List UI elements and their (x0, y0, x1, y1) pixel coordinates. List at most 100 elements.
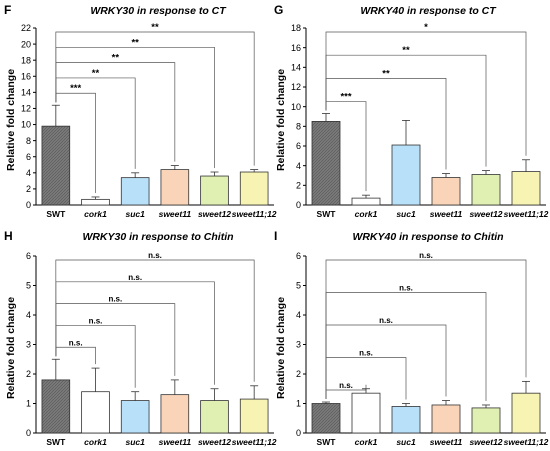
panel-H: H WRKY30 in response to Chitin Relative … (4, 229, 277, 447)
bar-sweet12 (471, 174, 501, 206)
y-tick-label: 0 (26, 428, 31, 438)
y-tick-label: 4 (26, 310, 31, 320)
bar-suc1 (120, 177, 150, 206)
category-label: suc1 (396, 209, 416, 219)
y-tick-label: 2 (296, 181, 301, 191)
error-bars (51, 358, 259, 401)
category-label: suc1 (125, 209, 145, 219)
bars (311, 392, 541, 434)
bar-sweet12 (200, 175, 229, 206)
bar-cork1 (351, 392, 381, 434)
significance-label: ** (382, 68, 390, 79)
y-tick-label: 12 (21, 104, 31, 114)
category-label: sweet11;12 (232, 437, 277, 447)
category-label: cork1 (84, 437, 107, 447)
category-label: sweet11 (430, 209, 463, 219)
significance-label: *** (340, 92, 351, 103)
category-label: sweet11 (430, 437, 463, 447)
y-axis-label: Relative fold change (275, 297, 287, 399)
panel-title: WRKY40 in response to CT (360, 5, 497, 17)
y-tick-label: 2 (26, 369, 31, 379)
y-tick-label: 6 (26, 152, 31, 162)
panel-title: WRKY40 in response to Chitin (352, 231, 503, 243)
y-tick-label: 18 (21, 55, 31, 65)
panel-I: I WRKY40 in response to Chitin Relative … (274, 229, 549, 447)
significance-label: n.s. (379, 316, 393, 325)
y-tick-label: 5 (296, 281, 301, 291)
bar-sweet11 (160, 169, 190, 206)
category-label: suc1 (396, 437, 416, 447)
category-label: sweet12 (469, 209, 502, 219)
y-tick-label: 20 (21, 39, 31, 49)
bar-suc1 (120, 400, 150, 434)
y-tick-label: 10 (291, 102, 301, 112)
category-label: sweet12 (198, 437, 231, 447)
bar-sweet11 (431, 404, 461, 434)
category-label: sweet11;12 (232, 209, 277, 219)
y-tick-label: 8 (26, 136, 31, 146)
y-tick-label: 14 (291, 63, 301, 73)
category-label: cork1 (355, 437, 378, 447)
y-tick-label: 8 (296, 122, 301, 132)
significance-label: n.s. (399, 284, 413, 293)
bar-sweet12 (200, 400, 229, 434)
significance-bracket (325, 259, 527, 400)
category-label: sweet12 (469, 437, 502, 447)
significance-brackets: n.s. n.s. n.s. n.s. n.s. (325, 251, 527, 401)
significance-bracket (325, 31, 527, 156)
category-labels: SWT cork1 suc1 sweet11 sweet12 sweet11;12 (317, 437, 549, 447)
category-label: SWT (317, 437, 337, 447)
bar-sweet11-12 (239, 171, 269, 206)
bar-sweet12 (471, 407, 501, 434)
y-tick-label: 4 (26, 168, 31, 178)
bar-swt (311, 121, 341, 206)
axes: 0 2 4 6 8 10 12 14 16 18 (291, 23, 546, 210)
category-labels: SWT cork1 suc1 sweet11 sweet12 sweet11;12 (46, 437, 276, 447)
axes: 0 1 2 3 4 5 6 (296, 251, 546, 438)
category-label: SWT (46, 437, 66, 447)
error-bars (322, 380, 530, 408)
y-tick-label: 16 (291, 43, 301, 53)
category-label: cork1 (84, 209, 107, 219)
y-axis-label: Relative fold change (5, 297, 17, 399)
category-labels: SWT cork1 suc1 sweet11 sweet12 sweet11;12 (46, 209, 276, 219)
y-tick-label: 22 (21, 23, 31, 33)
error-bars (51, 104, 259, 200)
category-label: sweet11 (159, 209, 192, 219)
bar-suc1 (391, 144, 421, 206)
significance-label: n.s. (89, 316, 103, 325)
panel-letter: F (4, 3, 11, 17)
y-tick-label: 2 (296, 369, 301, 379)
significance-label: n.s. (148, 251, 162, 260)
bar-sweet11 (160, 394, 190, 434)
axes: 0 2 4 6 8 10 12 14 16 18 20 22 (21, 23, 274, 210)
y-axis-label: Relative fold change (5, 69, 17, 171)
y-tick-label: 3 (296, 340, 301, 350)
panel-F: F WRKY30 in response to CT Relative fold… (4, 3, 277, 219)
significance-label: ** (151, 22, 159, 33)
bars (41, 125, 269, 206)
significance-brackets: *********** (55, 22, 255, 193)
panel-letter: G (274, 3, 283, 17)
y-tick-label: 6 (26, 251, 31, 261)
significance-label: *** (70, 83, 81, 94)
y-tick-label: 14 (21, 88, 31, 98)
y-tick-label: 2 (26, 184, 31, 194)
significance-label: n.s. (108, 295, 122, 304)
panel-letter: H (4, 229, 13, 243)
y-tick-label: 12 (291, 82, 301, 92)
y-tick-label: 0 (296, 200, 301, 210)
category-label: SWT (46, 209, 66, 219)
axes: 0 1 2 3 4 5 6 (26, 251, 274, 438)
bar-cork1 (81, 198, 110, 206)
bar-cork1 (351, 197, 381, 206)
y-tick-label: 16 (21, 71, 31, 81)
bar-cork1 (81, 391, 110, 434)
error-bars (322, 113, 530, 199)
y-tick-label: 18 (291, 23, 301, 33)
significance-label: n.s. (128, 273, 142, 282)
panel-title: WRKY30 in response to Chitin (82, 231, 233, 243)
bar-sweet11-12 (511, 171, 541, 206)
y-tick-label: 3 (26, 340, 31, 350)
